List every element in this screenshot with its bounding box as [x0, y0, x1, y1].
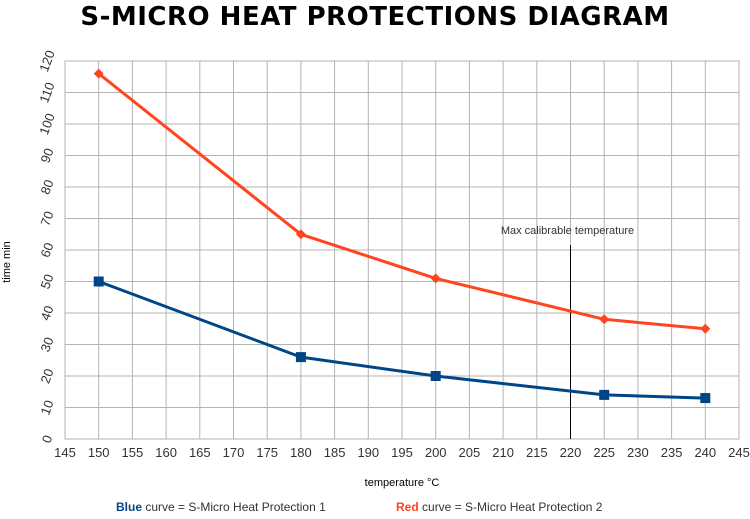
blue-series-point: [599, 389, 610, 400]
blue-series-point: [430, 371, 441, 381]
red-series-point: [295, 229, 306, 240]
legend-red: Red curve = S-Micro Heat Protection 2: [396, 500, 602, 514]
x-tick-label: 150: [88, 445, 110, 460]
plot-area: [64, 60, 740, 440]
y-tick-label: 50: [37, 272, 56, 291]
legend-blue-text: curve = S-Micro Heat Protection 1: [145, 500, 326, 514]
x-tick-label: 195: [391, 445, 413, 460]
blue-series-point: [295, 352, 306, 363]
x-tick-label: 225: [593, 445, 615, 460]
x-tick-label: 185: [324, 445, 346, 460]
blue-series-point: [93, 276, 104, 287]
max-temp-label: Max calibrable temperature: [501, 225, 634, 237]
series: [93, 68, 711, 404]
y-tick-label: 10: [37, 398, 56, 417]
legend: Blue curve = S-Micro Heat Protection 1 R…: [0, 500, 750, 518]
y-tick-label: 30: [37, 335, 56, 354]
y-tick-label: 100: [36, 111, 58, 137]
red-series-point: [93, 68, 104, 79]
x-tick-label: 200: [425, 445, 447, 460]
red-series-point: [599, 314, 610, 325]
x-tick-label: 235: [661, 445, 683, 460]
x-tick-label: 210: [492, 445, 514, 460]
legend-red-text: curve = S-Micro Heat Protection 2: [422, 500, 603, 514]
y-tick-label: 0: [39, 433, 56, 445]
y-tick-label: 120: [36, 48, 58, 74]
y-axis-label: time min: [1, 241, 13, 283]
x-tick-label: 145: [54, 445, 76, 460]
x-axis-label: temperature °C: [365, 477, 440, 489]
x-tick-label: 220: [560, 445, 582, 460]
x-tick-label: 245: [728, 445, 750, 460]
red-series-point: [700, 323, 711, 334]
x-tick-label: 160: [155, 445, 177, 460]
x-tick-label: 165: [189, 445, 211, 460]
legend-blue-word: Blue: [116, 500, 143, 514]
x-axis-ticks: 145 150 155 160 165 170 175 180 185 190 195 200 205 2…: [54, 445, 750, 460]
y-tick-label: 20: [37, 367, 56, 386]
x-tick-label: 205: [459, 445, 481, 460]
x-tick-label: 155: [122, 445, 144, 460]
legend-red-word: Red: [396, 500, 419, 514]
x-tick-label: 240: [694, 445, 716, 460]
red-series-point: [430, 273, 441, 284]
annotations: Max calibrable temperature: [501, 225, 634, 439]
grid: [64, 60, 740, 440]
chart-title: S-MICRO HEAT PROTECTIONS DIAGRAM: [80, 2, 670, 32]
x-tick-label: 215: [526, 445, 548, 460]
blue-series-point: [700, 393, 711, 404]
y-axis-ticks: 0 10 20 30 40 50 60 70 80 90 100 110 120: [36, 48, 58, 445]
y-tick-label: 90: [37, 146, 56, 165]
x-tick-label: 230: [627, 445, 649, 460]
y-tick-label: 40: [37, 304, 56, 323]
legend-blue: Blue curve = S-Micro Heat Protection 1: [116, 500, 326, 514]
y-tick-label: 80: [37, 178, 56, 197]
y-tick-label: 110: [36, 80, 57, 105]
x-tick-label: 190: [357, 445, 379, 460]
x-tick-label: 180: [290, 445, 312, 460]
line-chart: 145 150 155 160 165 170 175 180 185 190 195 200 205 2…: [1, 48, 750, 489]
plot-frame: [64, 60, 740, 440]
x-tick-label: 175: [256, 445, 278, 460]
x-tick-label: 170: [223, 445, 245, 460]
y-tick-label: 70: [37, 209, 56, 228]
y-tick-label: 60: [37, 241, 56, 260]
